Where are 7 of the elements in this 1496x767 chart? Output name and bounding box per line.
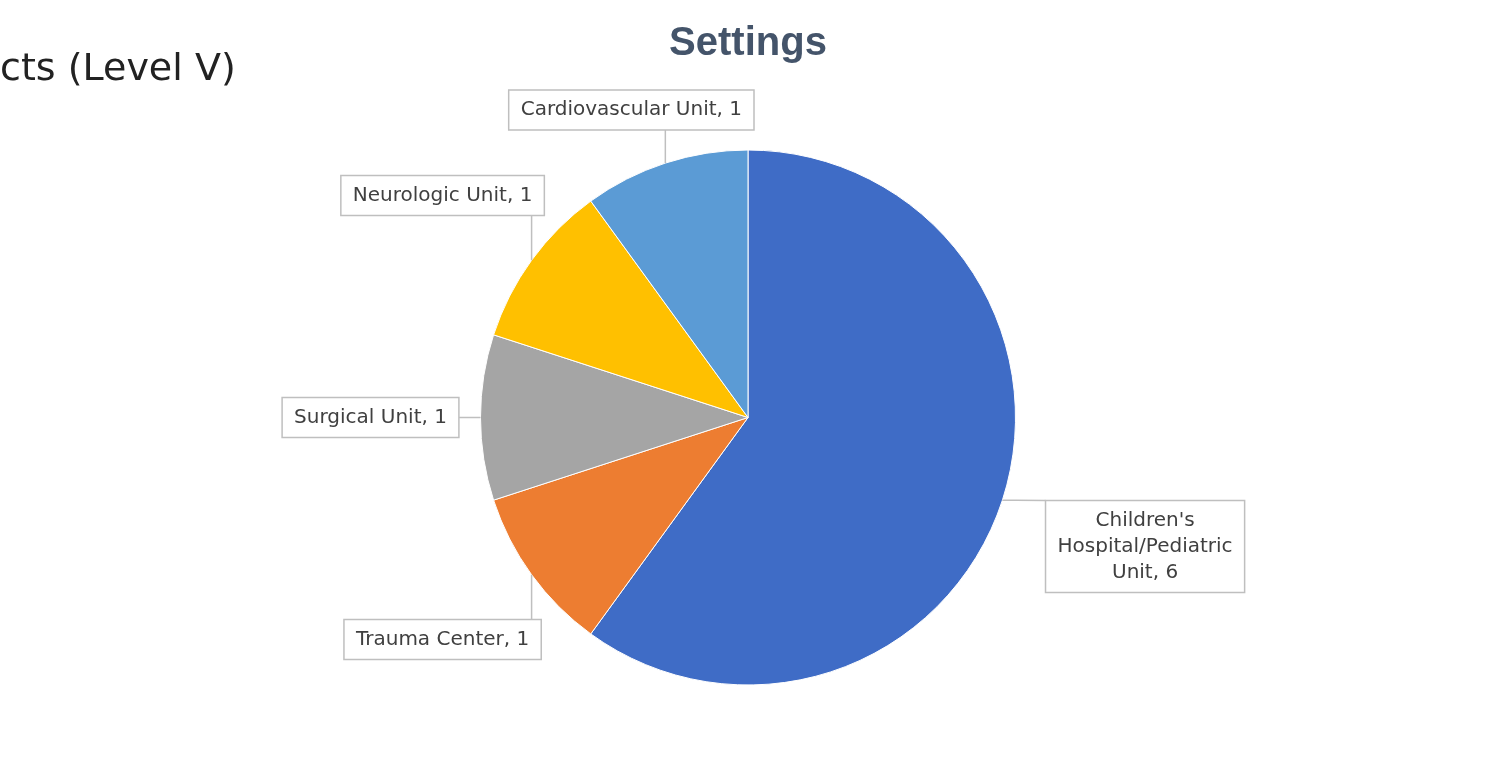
slice-label: Children's Hospital/Pediatric Unit, 6: [1057, 506, 1233, 583]
slice-label: Neurologic Unit, 1: [352, 181, 533, 206]
chart-title: Settings: [669, 19, 827, 64]
slice-label: Surgical Unit, 1: [294, 403, 447, 428]
slice-label: Cardiovascular Unit, 1: [520, 96, 742, 121]
text: cts (Level V): [0, 45, 236, 89]
slice-label: Trauma Center, 1: [354, 625, 530, 650]
